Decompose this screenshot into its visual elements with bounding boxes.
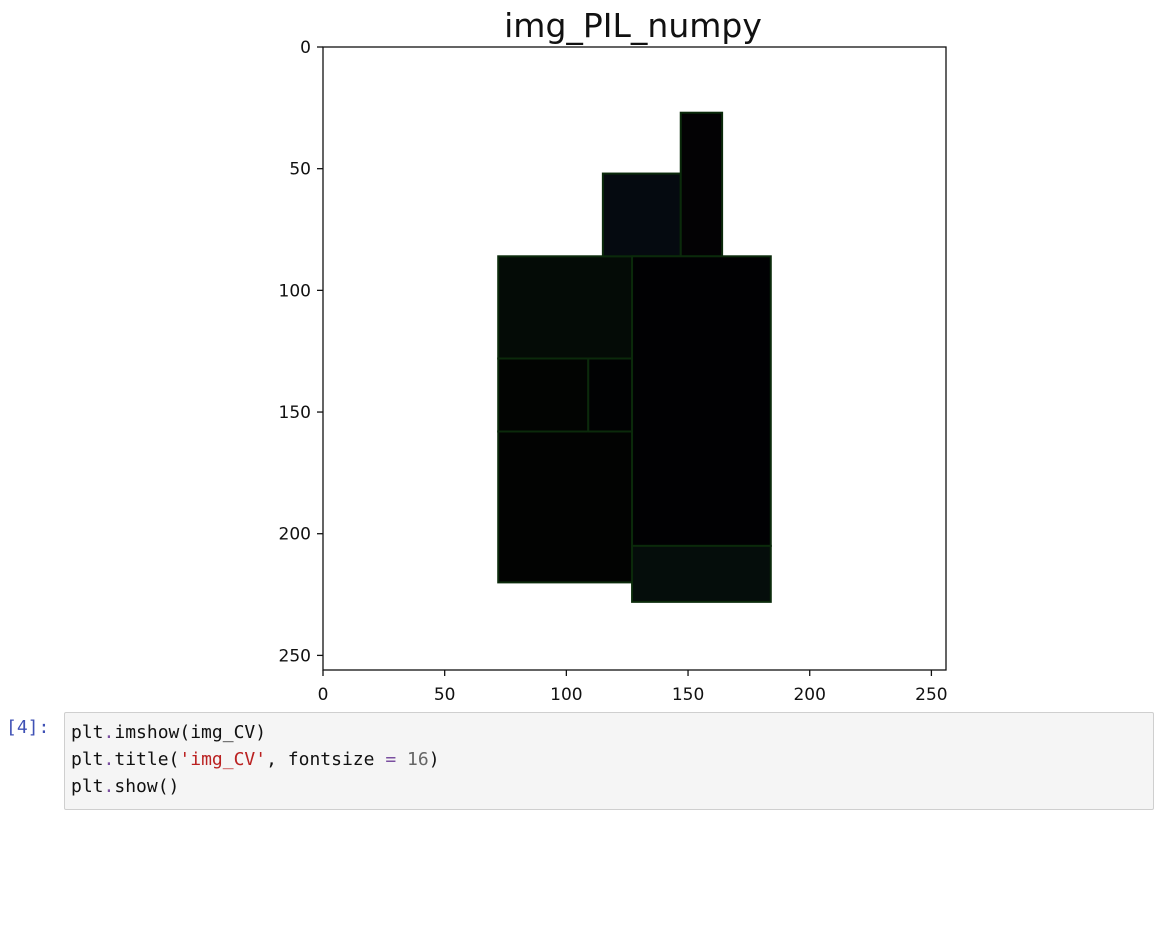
- y-tick-label: 50: [289, 160, 311, 180]
- code-token: plt: [71, 749, 104, 770]
- image-region-1: [497, 255, 634, 360]
- code-token: ): [428, 749, 440, 770]
- image-region-2: [497, 357, 590, 433]
- x-tick-label: 50: [434, 685, 456, 700]
- axes-frame: [322, 46, 947, 671]
- image-region-5: [601, 172, 682, 258]
- image-region-4: [587, 357, 634, 433]
- code-token: .: [103, 722, 115, 743]
- image-plot: img_PIL_numpy 0 50 100 150 200 250 0 50 100 150 2…: [279, 6, 948, 700]
- code-token: title(: [114, 749, 180, 770]
- code-token: plt: [71, 776, 104, 797]
- code-token: imshow(img_CV): [114, 722, 267, 743]
- image-region-8: [631, 544, 772, 603]
- cell-prompt: [4]:: [6, 717, 50, 738]
- x-axis: 0 50 100 150 200 250: [318, 670, 948, 700]
- y-tick-label: 100: [279, 281, 311, 301]
- code-token: 16: [407, 749, 429, 770]
- code-editor[interactable]: plt.imshow(img_CV) plt.title('img_CV', f…: [64, 712, 1154, 810]
- code-text[interactable]: plt.imshow(img_CV) plt.title('img_CV', f…: [65, 713, 1153, 800]
- x-tick-label: 0: [318, 685, 329, 700]
- code-token: =: [385, 749, 397, 770]
- plot-title: img_PIL_numpy: [504, 6, 762, 45]
- image-region-3: [497, 430, 634, 584]
- code-token: , fontsize: [266, 749, 386, 770]
- x-tick-label: 200: [793, 685, 825, 700]
- code-token: show(): [114, 776, 180, 797]
- x-tick-label: 150: [672, 685, 704, 700]
- y-tick-label: 200: [279, 525, 311, 545]
- x-tick-label: 100: [550, 685, 582, 700]
- image-regions: [323, 47, 946, 670]
- code-token: [396, 749, 407, 770]
- y-tick-label: 250: [279, 646, 311, 666]
- code-token: plt: [71, 722, 104, 743]
- image-region-6: [679, 111, 724, 258]
- code-token: .: [103, 776, 115, 797]
- y-tick-label: 0: [300, 38, 311, 58]
- image-region-7: [631, 255, 772, 547]
- y-axis: 0 50 100 150 200 250: [279, 38, 323, 666]
- y-tick-label: 150: [279, 403, 311, 423]
- code-token: 'img_CV': [179, 749, 267, 770]
- x-tick-label: 250: [915, 685, 947, 700]
- code-token: .: [103, 749, 115, 770]
